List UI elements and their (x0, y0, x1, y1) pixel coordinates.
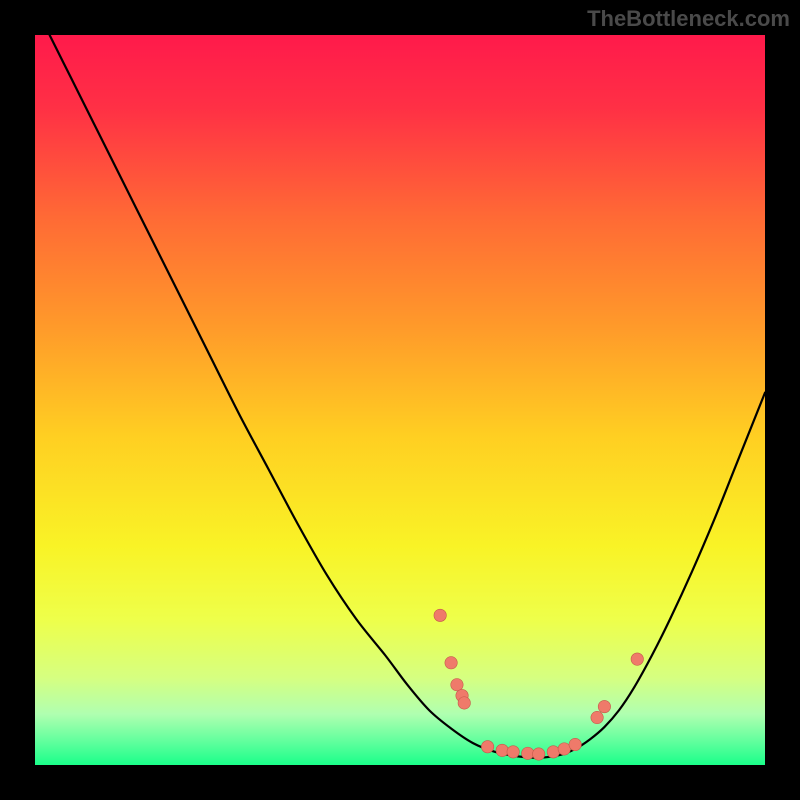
data-marker (451, 679, 463, 691)
data-marker (434, 609, 446, 621)
data-marker (481, 741, 493, 753)
data-marker (558, 743, 570, 755)
data-marker (569, 738, 581, 750)
data-marker (598, 700, 610, 712)
data-marker (522, 747, 534, 759)
data-marker (547, 746, 559, 758)
plot-area (35, 35, 765, 765)
data-marker (458, 697, 470, 709)
data-marker (496, 744, 508, 756)
data-marker (631, 653, 643, 665)
watermark-text: TheBottleneck.com (587, 6, 790, 32)
data-marker (591, 711, 603, 723)
data-marker (533, 748, 545, 760)
curve-layer (35, 35, 765, 765)
data-marker (507, 746, 519, 758)
bottleneck-curve (50, 35, 765, 758)
data-marker (445, 657, 457, 669)
